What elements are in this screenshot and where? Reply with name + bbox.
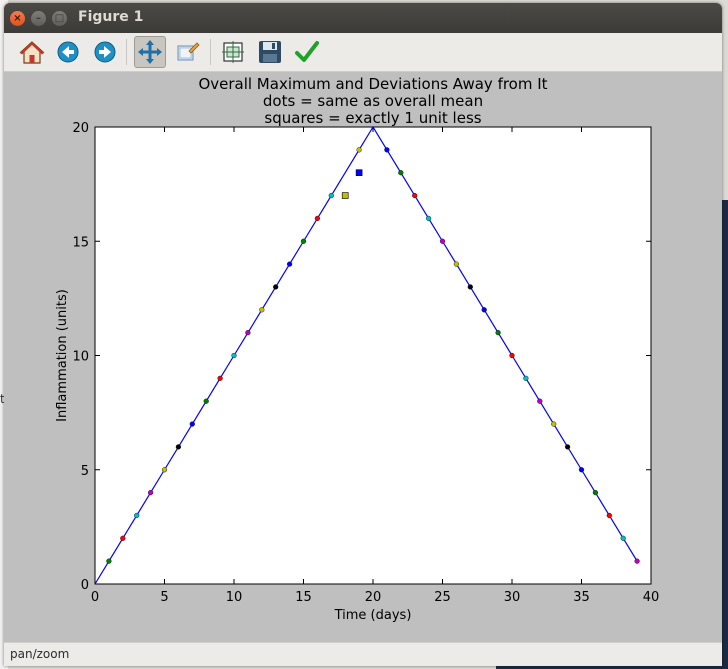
minimize-window-button[interactable]: – — [31, 11, 46, 26]
mean-dot-marker — [314, 215, 321, 222]
home-icon — [19, 41, 45, 64]
axis-ticks: 0 5 10 15 20 25 30 35 40 0 5 10 15 20 — [72, 121, 659, 605]
chart-title-line: Overall Maximum and Deviations Away from… — [198, 75, 547, 93]
mean-dot-marker — [231, 352, 237, 359]
forward-button[interactable] — [89, 36, 121, 68]
subplots-button[interactable] — [217, 36, 249, 68]
mean-dot-marker — [439, 238, 446, 244]
edit-parameters-button[interactable] — [291, 36, 323, 68]
toolbar-separator — [210, 39, 211, 65]
navigation-toolbar — [4, 33, 722, 72]
y-tick-label: 20 — [72, 121, 89, 136]
x-tick-label: 30 — [504, 590, 521, 605]
title-bar[interactable]: × – □ Figure 1 — [4, 3, 722, 33]
x-tick-label: 0 — [91, 590, 99, 605]
floppy-disk-icon — [259, 41, 281, 63]
x-tick-label: 35 — [573, 590, 590, 605]
mean-dot-marker — [106, 558, 112, 564]
mean-dot-marker — [620, 535, 626, 541]
mean-dot-marker — [426, 215, 432, 222]
chart-title-line: squares = exactly 1 unit less — [264, 109, 481, 127]
zoom-rect-icon — [177, 42, 200, 61]
data-series — [94, 125, 640, 585]
mean-dot-marker — [523, 375, 529, 381]
desktop-background-bottom — [496, 663, 728, 669]
pan-arrows-icon — [138, 40, 162, 64]
y-tick-label: 10 — [72, 350, 89, 365]
mean-dot-marker — [175, 444, 182, 450]
mean-dot-marker — [120, 535, 126, 541]
x-tick-label: 40 — [643, 590, 660, 605]
figure-canvas[interactable]: Overall Maximum and Deviations Away from… — [4, 72, 722, 642]
mean-dot-marker — [245, 330, 251, 336]
chart-title-group: Overall Maximum and Deviations Away from… — [198, 75, 547, 127]
pan-button[interactable] — [134, 36, 166, 68]
zoom-button[interactable] — [172, 36, 204, 68]
overall-maximum-line — [94, 125, 638, 585]
less-one-square-marker — [341, 192, 349, 199]
back-button[interactable] — [52, 36, 84, 68]
mean-dot-marker — [384, 147, 390, 153]
y-tick-label: 0 — [81, 578, 89, 593]
mean-dot-marker — [328, 192, 334, 199]
mean-dot-marker — [481, 307, 487, 313]
mean-dot-marker — [273, 284, 279, 290]
x-tick-label: 25 — [434, 590, 451, 605]
forward-arrow-icon — [94, 41, 116, 63]
plot-area[interactable] — [94, 126, 652, 585]
y-tick-label: 15 — [72, 235, 89, 250]
close-window-button[interactable]: × — [10, 11, 25, 26]
x-axis-label: Time (days) — [334, 608, 412, 623]
mean-dot-marker — [551, 421, 557, 427]
mean-dot-marker — [259, 307, 265, 313]
x-tick-label: 5 — [160, 590, 168, 605]
x-tick-label: 15 — [295, 590, 312, 605]
home-button[interactable] — [16, 36, 48, 68]
less-one-square-marker — [355, 169, 363, 176]
mean-dot-marker — [467, 284, 473, 290]
mean-dot-marker — [287, 261, 293, 267]
mean-dot-marker — [300, 238, 307, 244]
subplots-icon — [222, 41, 244, 63]
mean-dot-marker — [134, 512, 140, 519]
mean-dot-marker — [148, 490, 154, 496]
window-title: Figure 1 — [78, 9, 144, 25]
mean-dot-marker — [453, 261, 460, 267]
mean-dot-marker — [161, 467, 168, 473]
background-text: t — [0, 392, 5, 406]
chart-title-line: dots = same as overall mean — [263, 92, 483, 110]
mean-dot-marker — [495, 330, 501, 336]
mean-dot-marker — [634, 558, 640, 564]
checkmark-icon — [295, 41, 319, 62]
mean-dot-marker — [564, 444, 571, 450]
mean-dot-marker — [578, 467, 585, 473]
mean-dot-marker — [398, 170, 404, 176]
chart-svg[interactable]: Overall Maximum and Deviations Away from… — [4, 72, 722, 642]
mean-dot-marker — [592, 490, 599, 496]
y-tick-label: 5 — [81, 464, 89, 479]
mean-dot-marker — [509, 352, 515, 359]
mean-dot-marker — [537, 398, 543, 404]
x-tick-label: 20 — [365, 590, 382, 605]
y-axis-label: Inflammation (units) — [55, 289, 70, 422]
back-arrow-icon — [57, 41, 79, 63]
mean-dot-marker — [217, 375, 223, 381]
desktop-background-right — [720, 200, 728, 669]
status-bar: pan/zoom — [4, 642, 722, 666]
figure-window: × – □ Figure 1 — [4, 3, 722, 666]
x-tick-label: 10 — [226, 590, 243, 605]
status-text: pan/zoom — [10, 647, 70, 661]
mean-dot-marker — [356, 147, 362, 153]
mean-dot-marker — [412, 192, 418, 199]
mean-dot-marker — [203, 398, 209, 404]
mean-dot-marker — [606, 512, 612, 519]
maximize-window-button[interactable]: □ — [52, 11, 67, 26]
save-button[interactable] — [254, 36, 286, 68]
mean-dot-marker — [189, 421, 195, 427]
toolbar-separator — [126, 39, 127, 65]
